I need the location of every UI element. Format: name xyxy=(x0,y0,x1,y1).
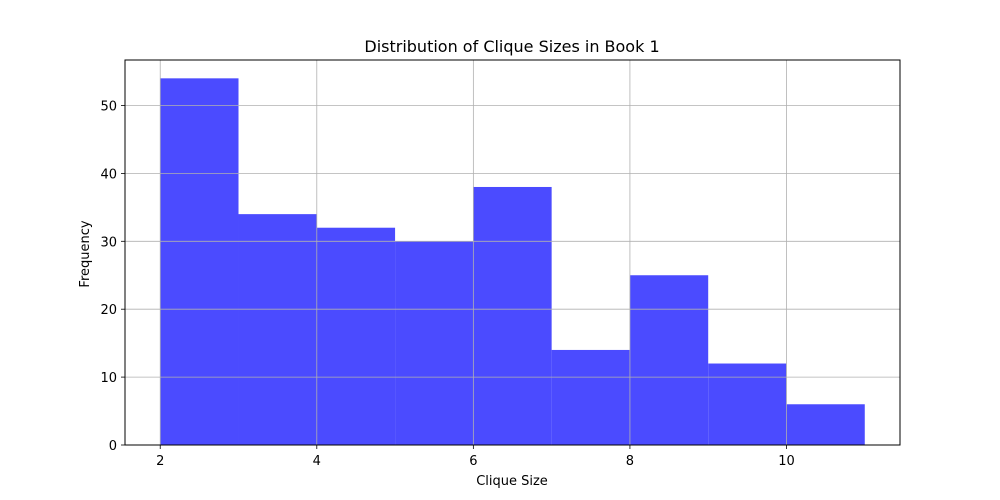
chart-title: Distribution of Clique Sizes in Book 1 xyxy=(364,37,659,56)
y-axis-label: Frequency xyxy=(78,220,93,287)
x-tick-label: 10 xyxy=(778,454,795,469)
x-tick-label: 6 xyxy=(469,454,477,469)
histogram-bar xyxy=(316,227,396,445)
y-tick-label: 20 xyxy=(100,303,117,318)
y-tick-label: 50 xyxy=(100,99,117,114)
x-axis-ticks: 2 4 6 8 10 xyxy=(156,445,795,469)
histogram-bar xyxy=(708,363,787,445)
x-axis-label: Clique Size xyxy=(476,474,548,489)
x-tick-label: 8 xyxy=(626,454,634,469)
histogram-bar xyxy=(473,186,552,445)
histogram-bar xyxy=(395,241,474,445)
y-axis-ticks: 0 10 20 30 40 50 xyxy=(100,99,125,454)
y-tick-label: 40 xyxy=(100,167,117,182)
histogram-bar xyxy=(629,275,709,445)
plot-frame xyxy=(124,59,901,446)
histogram-bar xyxy=(238,214,317,445)
y-tick-label: 0 xyxy=(109,439,117,454)
histogram-bar xyxy=(786,404,865,445)
x-tick-label: 4 xyxy=(313,454,321,469)
y-tick-label: 10 xyxy=(100,371,117,386)
bars xyxy=(160,78,865,445)
x-tick-label: 2 xyxy=(156,454,164,469)
histogram-bar xyxy=(160,78,239,445)
histogram-bar xyxy=(551,349,630,445)
y-tick-label: 30 xyxy=(100,235,117,250)
